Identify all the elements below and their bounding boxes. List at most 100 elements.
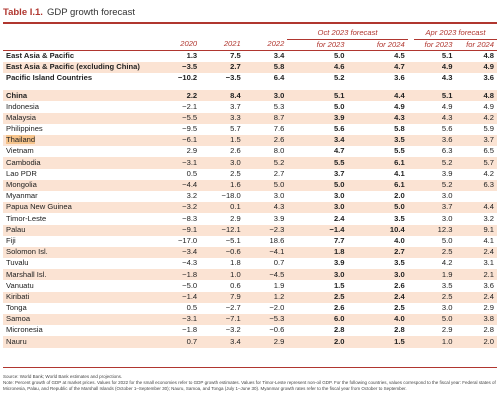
oct-forecast-2024: 6.1 xyxy=(347,179,408,191)
apr-forecast-2023: 5.6 xyxy=(441,124,453,134)
apr-forecast-2023: 3.0 xyxy=(441,213,453,223)
value-2021: −3.5 xyxy=(225,73,241,83)
value-2022: 5.2 xyxy=(243,157,288,169)
value-2020: −3.2 xyxy=(156,202,201,214)
oct-forecast-2024: 6.1 xyxy=(347,157,408,169)
apr-forecast-2023: 5.1 xyxy=(441,51,453,61)
value-2020: −3.1 xyxy=(156,314,201,326)
oct-forecast-2024: 2.5 xyxy=(394,303,405,313)
oct-forecast-2024: 2.0 xyxy=(394,191,405,201)
value-2022: 5.3 xyxy=(273,101,285,111)
header-year: for 2023 xyxy=(413,39,456,52)
apr-forecast-2023: 2.5 xyxy=(413,246,456,259)
country-name: Indonesia xyxy=(3,101,157,112)
spacer-cell xyxy=(3,84,497,91)
oct-forecast-2023: 2.4 xyxy=(333,213,345,223)
apr-forecast-2024: 4.9 xyxy=(455,61,497,74)
value-2020: −2.1 xyxy=(182,101,198,111)
oct-forecast-2024: 4.4 xyxy=(347,90,408,102)
country-name: Nauru xyxy=(3,336,157,348)
value-2020: −1.4 xyxy=(156,291,201,303)
oct-forecast-2023: 3.9 xyxy=(333,258,345,268)
oct-forecast-2024: 4.1 xyxy=(394,168,405,178)
apr-forecast-2023: 4.3 xyxy=(413,112,456,124)
apr-forecast-2024: 3.1 xyxy=(483,258,494,268)
apr-forecast-2024 xyxy=(455,191,497,202)
table-bottom-rule xyxy=(3,367,497,368)
value-2020: −5.5 xyxy=(156,112,201,124)
value-2022: 3.0 xyxy=(243,90,288,102)
value-2022: 3.4 xyxy=(273,51,285,61)
oct-forecast-2023: 3.0 xyxy=(333,191,345,201)
apr-forecast-2023: 12.3 xyxy=(413,224,456,236)
value-2022: 5.0 xyxy=(243,179,288,191)
table-row: Tonga 0.5 −2.7 −2.0 2.6 2.5 3.0 2.9 xyxy=(3,303,497,314)
apr-forecast-2024: 6.3 xyxy=(455,179,497,191)
column-spacer xyxy=(407,224,414,236)
value-2021: 8.4 xyxy=(200,90,244,102)
value-2020: 2.2 xyxy=(156,90,201,102)
country-name: Solomon Isl. xyxy=(3,246,157,259)
table-number: Table I.1. xyxy=(3,6,43,18)
oct-forecast-2024: 3.5 xyxy=(394,258,405,268)
table-row: Pacific Island Countries −10.2 −3.5 6.4 5.2 3… xyxy=(3,73,497,84)
country-label: Marshall Isl. xyxy=(6,269,47,279)
oct-forecast-2024: 4.0 xyxy=(347,314,408,326)
oct-forecast-2024: 3.0 xyxy=(347,269,408,281)
oct-forecast-2024: 3.5 xyxy=(347,135,408,147)
value-2022: 18.6 xyxy=(269,235,285,245)
apr-forecast-2024: 3.2 xyxy=(483,213,494,223)
value-2022: 3.9 xyxy=(273,213,285,223)
apr-forecast-2023: 2.5 xyxy=(413,291,456,303)
country-label: Pacific Island Countries xyxy=(6,73,93,83)
value-2020: −17.0 xyxy=(177,235,198,245)
apr-forecast-2024: 2.4 xyxy=(455,246,497,259)
apr-forecast-2024: 5.9 xyxy=(483,124,494,134)
country-label: Mongolia xyxy=(6,180,37,190)
table-row: Indonesia −2.1 3.7 5.3 5.0 4.9 4.9 4.9 xyxy=(3,101,497,112)
country-label: Nauru xyxy=(6,336,27,346)
value-2020: −5.0 xyxy=(182,280,198,290)
country-name: Timor-Leste xyxy=(3,213,157,224)
oct-forecast-2023: 3.4 xyxy=(287,135,348,147)
table-row: East Asia & Pacific 1.3 7.5 3.4 5.0 4.5 5.1 4.8 xyxy=(3,51,497,62)
country-name: East Asia & Pacific (excluding China) xyxy=(3,61,157,74)
apr-forecast-2023: 5.1 xyxy=(413,90,456,102)
value-2020: −9.5 xyxy=(182,124,198,134)
header-year: for 2024 xyxy=(347,39,408,52)
oct-forecast-2023: 3.9 xyxy=(287,112,348,124)
apr-forecast-2023: 4.9 xyxy=(441,101,453,111)
apr-forecast-2023: 3.6 xyxy=(413,135,456,147)
value-2021: −3.2 xyxy=(225,325,241,335)
apr-forecast-2023: 6.3 xyxy=(441,146,453,156)
value-2022: −5.3 xyxy=(243,314,288,326)
column-spacer xyxy=(407,157,414,169)
apr-forecast-2024: 2.8 xyxy=(483,325,494,335)
oct-forecast-2024: 5.5 xyxy=(394,146,405,156)
value-2020: 2.9 xyxy=(186,146,198,156)
country-label: Papua New Guinea xyxy=(6,202,72,212)
value-2021: 1.5 xyxy=(200,135,244,147)
apr-forecast-2024: 4.2 xyxy=(455,112,497,124)
source-note: Source: World Bank; World Bank estimates… xyxy=(3,374,123,379)
oct-forecast-2023: −1.4 xyxy=(287,224,348,236)
country-name: Tonga xyxy=(3,303,157,314)
value-2021: 3.7 xyxy=(230,101,241,111)
value-2020: −1.8 xyxy=(182,325,198,335)
value-2021: −7.1 xyxy=(200,314,244,326)
table-row: Kiribati −1.4 7.9 1.2 2.5 2.4 2.5 2.4 xyxy=(3,291,497,303)
value-2022: 5.8 xyxy=(243,61,288,74)
value-2020: 0.5 xyxy=(186,168,198,178)
apr-forecast-2023: 4.3 xyxy=(441,73,453,83)
value-2021: −12.1 xyxy=(200,224,244,236)
country-label: Timor-Leste xyxy=(6,213,47,223)
value-2020: 0.7 xyxy=(156,336,201,348)
apr-forecast-2024: 2.9 xyxy=(483,303,494,313)
header-apr-forecast: Apr 2023 forecast xyxy=(413,28,497,40)
value-2022: 2.9 xyxy=(243,336,288,348)
country-label: Samoa xyxy=(6,314,31,324)
table-row: Philippines −9.5 5.7 7.6 5.6 5.8 5.6 5.9 xyxy=(3,124,497,135)
apr-forecast-2023: 5.0 xyxy=(413,314,456,326)
oct-forecast-2023: 6.0 xyxy=(287,314,348,326)
header-year: 2021 xyxy=(200,39,244,52)
